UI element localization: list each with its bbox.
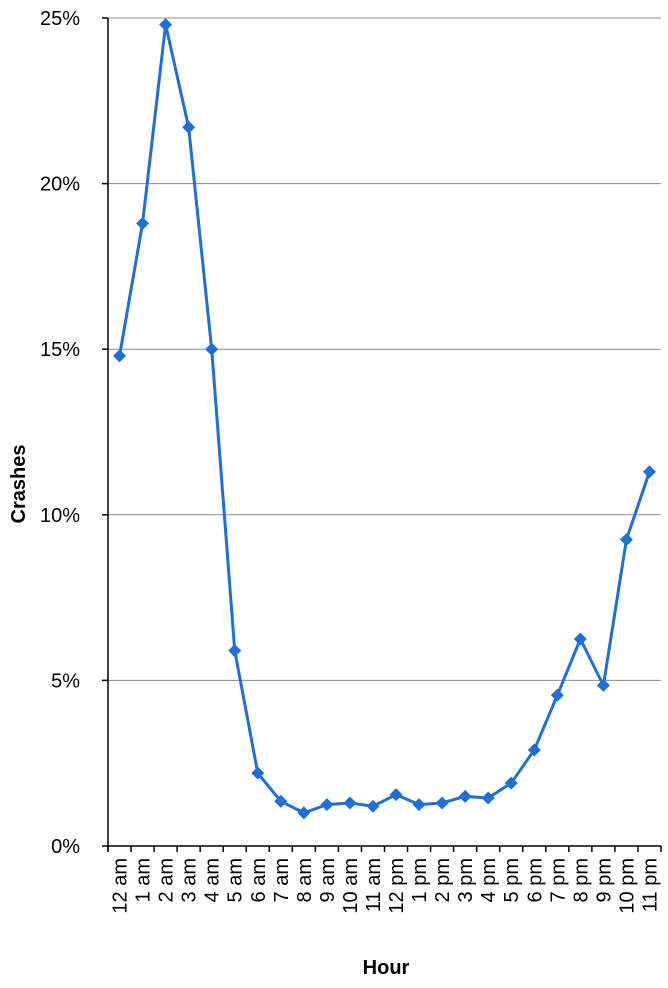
x-tick-label: 7 pm [547, 858, 569, 902]
data-point-marker [435, 796, 449, 810]
data-point-marker [251, 766, 265, 780]
x-tick-label: 10 pm [616, 858, 638, 914]
data-point-marker [527, 743, 541, 757]
data-point-marker [389, 788, 403, 802]
data-point-marker [642, 465, 656, 479]
data-point-marker [228, 644, 242, 658]
axes [102, 17, 662, 852]
x-tick-label: 2 pm [432, 858, 454, 902]
data-point-marker [320, 798, 334, 812]
data-point-marker [619, 533, 633, 547]
x-tick-label: 6 am [248, 858, 270, 902]
x-tick-label: 11 am [363, 858, 385, 912]
y-tick-labels: 0% 5% 10% 15% 20% 25% [40, 8, 80, 858]
data-point-marker [182, 120, 196, 134]
x-tick-label: 12 am [110, 858, 132, 914]
x-tick-label: 9 pm [593, 858, 615, 902]
y-tick-label: 25% [40, 8, 80, 30]
data-point-marker [504, 776, 518, 790]
data-point-marker [297, 806, 311, 820]
x-tick-label: 12 pm [386, 858, 408, 914]
data-point-marker [136, 216, 150, 230]
data-point-marker [458, 789, 472, 803]
series-layer [113, 18, 656, 820]
data-point-marker [412, 798, 426, 812]
x-axis-title: Hour [363, 957, 410, 979]
y-tick-label: 15% [40, 339, 80, 361]
y-tick-label: 20% [40, 174, 80, 196]
data-point-marker [550, 688, 564, 702]
x-tick-label: 9 am [317, 858, 339, 902]
x-tick-label: 6 pm [524, 858, 546, 902]
x-tick-label: 2 am [156, 858, 178, 902]
data-point-marker [596, 678, 610, 692]
data-point-marker [205, 342, 219, 356]
y-tick-label: 0% [51, 836, 80, 858]
x-tick-label: 1 pm [409, 858, 431, 902]
x-tick-label: 8 am [294, 858, 316, 902]
y-tick-label: 10% [40, 505, 80, 527]
y-axis-title: Crashes [8, 445, 30, 524]
x-tick-label: 4 pm [478, 858, 500, 902]
data-point-marker [113, 349, 127, 363]
x-tick-label: 3 am [179, 858, 201, 902]
data-point-marker [274, 794, 288, 808]
data-point-marker [573, 632, 587, 646]
series-line [118, 23, 651, 815]
x-tick-label: 8 pm [570, 858, 592, 902]
data-point-marker [366, 799, 380, 813]
x-tick-label: 1 am [133, 858, 155, 902]
data-point-marker [343, 796, 357, 810]
x-tick-label: 11 pm [639, 858, 661, 912]
gridlines [108, 17, 661, 681]
y-tick-label: 5% [51, 670, 80, 692]
x-tick-label: 7 am [271, 858, 293, 902]
x-tick-label: 5 pm [501, 858, 523, 902]
x-tick-label: 3 pm [455, 858, 477, 902]
x-tick-label: 5 am [225, 858, 247, 902]
data-point-marker [159, 18, 173, 32]
x-tick-labels: 12 am 1 am 2 am 3 am 4 am 5 am 6 am 7 am 8 am 9 a… [110, 858, 662, 914]
data-point-marker [481, 791, 495, 805]
x-tick-label: 4 am [202, 858, 224, 902]
x-tick-label: 10 am [340, 858, 362, 914]
